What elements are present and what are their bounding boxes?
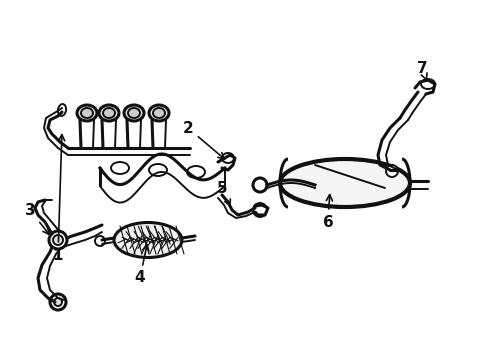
Circle shape — [50, 294, 66, 310]
Ellipse shape — [58, 104, 66, 116]
Circle shape — [49, 231, 67, 249]
Ellipse shape — [280, 159, 410, 207]
Text: 2: 2 — [183, 121, 224, 159]
Ellipse shape — [153, 108, 165, 118]
Ellipse shape — [124, 105, 144, 121]
Ellipse shape — [149, 164, 167, 176]
Circle shape — [95, 236, 105, 246]
Ellipse shape — [149, 105, 169, 121]
Text: 1: 1 — [53, 135, 65, 262]
Text: 6: 6 — [322, 195, 333, 230]
Text: 5: 5 — [217, 180, 230, 206]
Text: 7: 7 — [416, 60, 427, 81]
Ellipse shape — [81, 108, 93, 118]
Ellipse shape — [103, 108, 115, 118]
Circle shape — [253, 203, 267, 217]
Ellipse shape — [99, 105, 119, 121]
Ellipse shape — [77, 105, 97, 121]
Circle shape — [54, 298, 62, 306]
Ellipse shape — [222, 153, 234, 163]
Ellipse shape — [421, 79, 435, 89]
Ellipse shape — [187, 166, 205, 178]
Text: 3: 3 — [24, 202, 49, 234]
Ellipse shape — [128, 108, 140, 118]
Ellipse shape — [114, 222, 182, 257]
Circle shape — [386, 165, 398, 177]
Circle shape — [253, 178, 267, 192]
Circle shape — [53, 235, 63, 245]
Ellipse shape — [111, 162, 129, 174]
Text: 4: 4 — [135, 244, 149, 285]
